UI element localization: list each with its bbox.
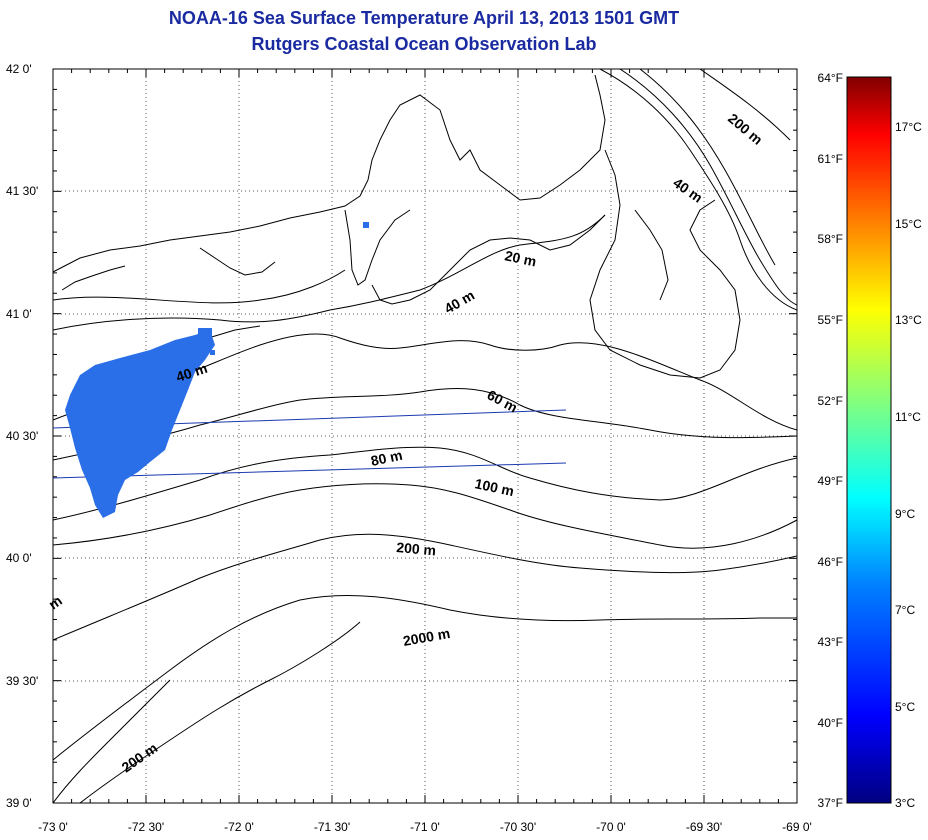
lat-label: 39 0'	[6, 796, 32, 810]
fahrenheit-label: 52°F	[818, 394, 843, 408]
colorbar-celsius-labels: 17°C 15°C 13°C 11°C 9°C 7°C 5°C 3°C	[895, 120, 922, 810]
contour-label: 200 m	[725, 110, 766, 148]
lat-label: 41 0'	[6, 307, 32, 321]
lon-label: -71 30'	[314, 820, 350, 834]
lat-label: 39 30'	[6, 674, 38, 688]
lon-label: -69 30'	[686, 820, 722, 834]
lon-label: -70 30'	[500, 820, 536, 834]
celsius-label: 13°C	[895, 313, 922, 327]
lon-label: -70 0'	[596, 820, 626, 834]
lat-label: 40 0'	[6, 551, 32, 565]
bathymetry-contours	[53, 69, 797, 803]
fahrenheit-label: 46°F	[818, 555, 843, 569]
contour-label: 200 m	[396, 539, 437, 558]
fahrenheit-label: 61°F	[818, 152, 843, 166]
lat-label: 41 30'	[6, 184, 38, 198]
contour-label: 80 m	[369, 447, 404, 469]
celsius-label: 15°C	[895, 217, 922, 231]
fahrenheit-label: 49°F	[818, 474, 843, 488]
longitude-labels: -73 0' -72 30' -72 0' -71 30' -71 0' -70…	[38, 820, 812, 834]
contour-label: m	[46, 592, 65, 612]
fahrenheit-label: 43°F	[818, 635, 843, 649]
celsius-label: 5°C	[895, 700, 915, 714]
celsius-label: 7°C	[895, 603, 915, 617]
frame-ticks	[52, 68, 798, 804]
fahrenheit-label: 37°F	[818, 796, 843, 810]
celsius-label: 3°C	[895, 796, 915, 810]
celsius-label: 11°C	[895, 410, 921, 424]
lon-label: -72 0'	[224, 820, 254, 834]
graticule	[53, 69, 797, 803]
celsius-label: 9°C	[895, 507, 915, 521]
lat-label: 42 0'	[6, 62, 32, 76]
map-title: NOAA-16 Sea Surface Temperature April 13…	[168, 8, 680, 28]
contour-label: 200 m	[119, 740, 161, 776]
sst-data-patch	[65, 222, 369, 518]
contour-label: 20 m	[503, 247, 538, 269]
contour-label: 100 m	[473, 475, 515, 499]
colorbar	[846, 76, 892, 804]
latitude-labels: 42 0' 41 30' 41 0' 40 30' 40 0' 39 30' 3…	[6, 62, 38, 810]
lon-label: -72 30'	[128, 820, 164, 834]
fahrenheit-label: 55°F	[818, 313, 843, 327]
celsius-label: 17°C	[895, 120, 922, 134]
fahrenheit-label: 58°F	[818, 232, 843, 246]
fahrenheit-label: 64°F	[818, 71, 843, 85]
lon-label: -69 0'	[782, 820, 812, 834]
contour-label: 60 m	[485, 387, 521, 416]
lat-label: 40 30'	[6, 429, 38, 443]
lon-label: -71 0'	[410, 820, 440, 834]
coastline	[53, 74, 741, 379]
contour-label: 40 m	[442, 287, 478, 317]
colorbar-fahrenheit-labels: 64°F 61°F 58°F 55°F 52°F 49°F 46°F 43°F …	[818, 71, 843, 810]
fahrenheit-label: 40°F	[818, 716, 843, 730]
lon-label: -73 0'	[38, 820, 68, 834]
contour-label: 2000 m	[402, 625, 452, 649]
contour-label: 40 m	[670, 174, 705, 205]
map-subtitle: Rutgers Coastal Ocean Observation Lab	[251, 34, 597, 54]
